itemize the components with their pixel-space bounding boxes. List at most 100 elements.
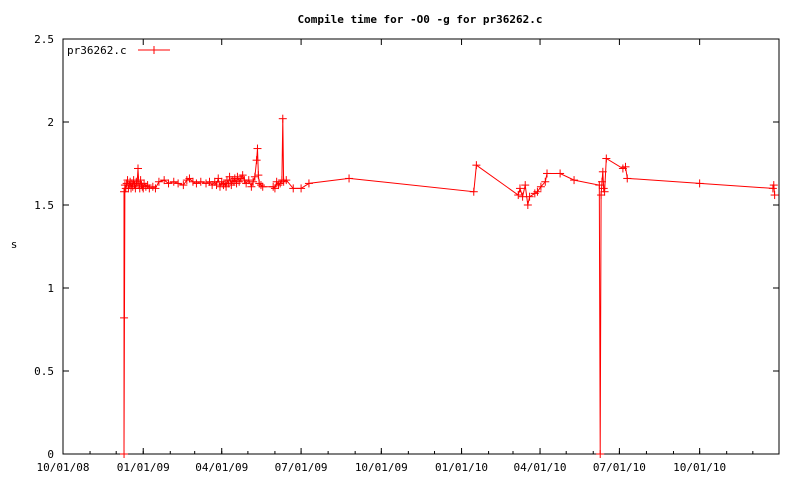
y-tick-label: 1 — [47, 282, 54, 295]
data-point — [536, 182, 545, 191]
data-point — [525, 192, 534, 201]
data-point — [256, 181, 265, 190]
data-point — [597, 191, 606, 200]
data-point — [247, 182, 256, 191]
data-point — [174, 179, 183, 188]
data-point — [136, 176, 145, 185]
data-point — [140, 179, 149, 188]
data-point — [141, 182, 150, 191]
x-tick-label: 10/01/10 — [673, 461, 726, 474]
data-point — [469, 187, 478, 196]
data-point — [472, 161, 481, 170]
data-point — [272, 177, 281, 186]
data-point — [304, 179, 313, 188]
data-point — [233, 172, 242, 181]
data-point — [276, 179, 285, 188]
chart-title: Compile time for -O0 -g for pr36262.c — [297, 13, 542, 26]
y-tick-label: 1.5 — [34, 199, 54, 212]
data-point — [185, 174, 194, 183]
y-axis-label: s — [11, 238, 18, 251]
x-tick-label: 01/01/09 — [117, 461, 170, 474]
series-layer — [120, 114, 779, 458]
data-point — [120, 450, 129, 458]
data-point — [269, 182, 278, 191]
data-point — [120, 187, 129, 196]
data-point — [160, 176, 169, 185]
x-tick-label: 04/01/10 — [514, 461, 567, 474]
data-point — [282, 176, 291, 185]
data-point — [151, 184, 160, 193]
y-tick-label: 0.5 — [34, 365, 54, 378]
data-point — [289, 184, 298, 193]
data-point — [249, 177, 258, 186]
data-point — [188, 177, 197, 186]
y-tick-label: 0 — [47, 448, 54, 461]
data-point — [120, 313, 129, 322]
data-point — [255, 179, 264, 188]
data-point — [768, 184, 777, 193]
data-point — [258, 182, 267, 191]
plot-frame — [62, 38, 780, 455]
data-point — [597, 177, 606, 186]
data-point — [541, 177, 550, 186]
data-point — [518, 192, 527, 201]
data-point — [133, 179, 142, 188]
data-point — [244, 176, 253, 185]
x-axis-ticks: 10/01/08 01/01/09 04/01/09 07/01/09 10/01/09… — [37, 39, 754, 474]
data-point — [154, 177, 163, 186]
data-point — [515, 184, 524, 193]
data-point — [134, 164, 143, 173]
x-tick-label: 01/01/10 — [435, 461, 488, 474]
data-point — [598, 167, 607, 176]
data-point — [164, 179, 173, 188]
data-point — [521, 181, 530, 190]
data-point — [523, 201, 532, 209]
data-point — [543, 169, 552, 178]
x-tick-label: 04/01/09 — [195, 461, 248, 474]
data-point — [345, 174, 354, 183]
legend-label: pr36262.c — [67, 44, 127, 57]
data-point — [212, 181, 221, 190]
data-point — [600, 187, 609, 196]
data-point — [623, 174, 632, 183]
data-point — [769, 181, 778, 190]
x-tick-label: 10/01/09 — [355, 461, 408, 474]
data-point — [210, 177, 219, 186]
data-point — [169, 177, 178, 186]
data-point — [599, 184, 608, 193]
data-point — [274, 181, 283, 190]
data-point — [238, 171, 247, 180]
data-point — [602, 154, 611, 163]
data-point — [217, 177, 226, 186]
data-point — [214, 174, 223, 183]
data-point — [514, 191, 523, 200]
data-point — [202, 179, 211, 188]
data-point — [250, 172, 259, 181]
y-axis-ticks: 0 0.5 1 1.5 2 2.5 — [34, 33, 779, 461]
legend: pr36262.c — [67, 44, 170, 57]
data-point — [596, 450, 605, 458]
data-point — [695, 179, 704, 188]
data-point — [252, 156, 261, 165]
data-point — [254, 171, 263, 180]
data-point — [196, 177, 205, 186]
data-point — [278, 114, 287, 123]
data-point — [297, 184, 306, 193]
x-tick-label: 07/01/10 — [593, 461, 646, 474]
x-tick-label: 07/01/09 — [275, 461, 328, 474]
data-point — [179, 181, 188, 190]
data-point — [270, 184, 279, 193]
y-tick-label: 2 — [47, 116, 54, 129]
data-point — [533, 187, 542, 196]
data-point — [235, 177, 244, 186]
data-point — [570, 176, 579, 185]
y-tick-label: 2.5 — [34, 33, 54, 46]
data-point — [236, 174, 245, 183]
x-tick-label: 10/01/08 — [37, 461, 90, 474]
data-point — [192, 179, 201, 188]
data-point — [253, 144, 262, 153]
data-point — [556, 169, 565, 178]
data-point — [143, 181, 152, 190]
